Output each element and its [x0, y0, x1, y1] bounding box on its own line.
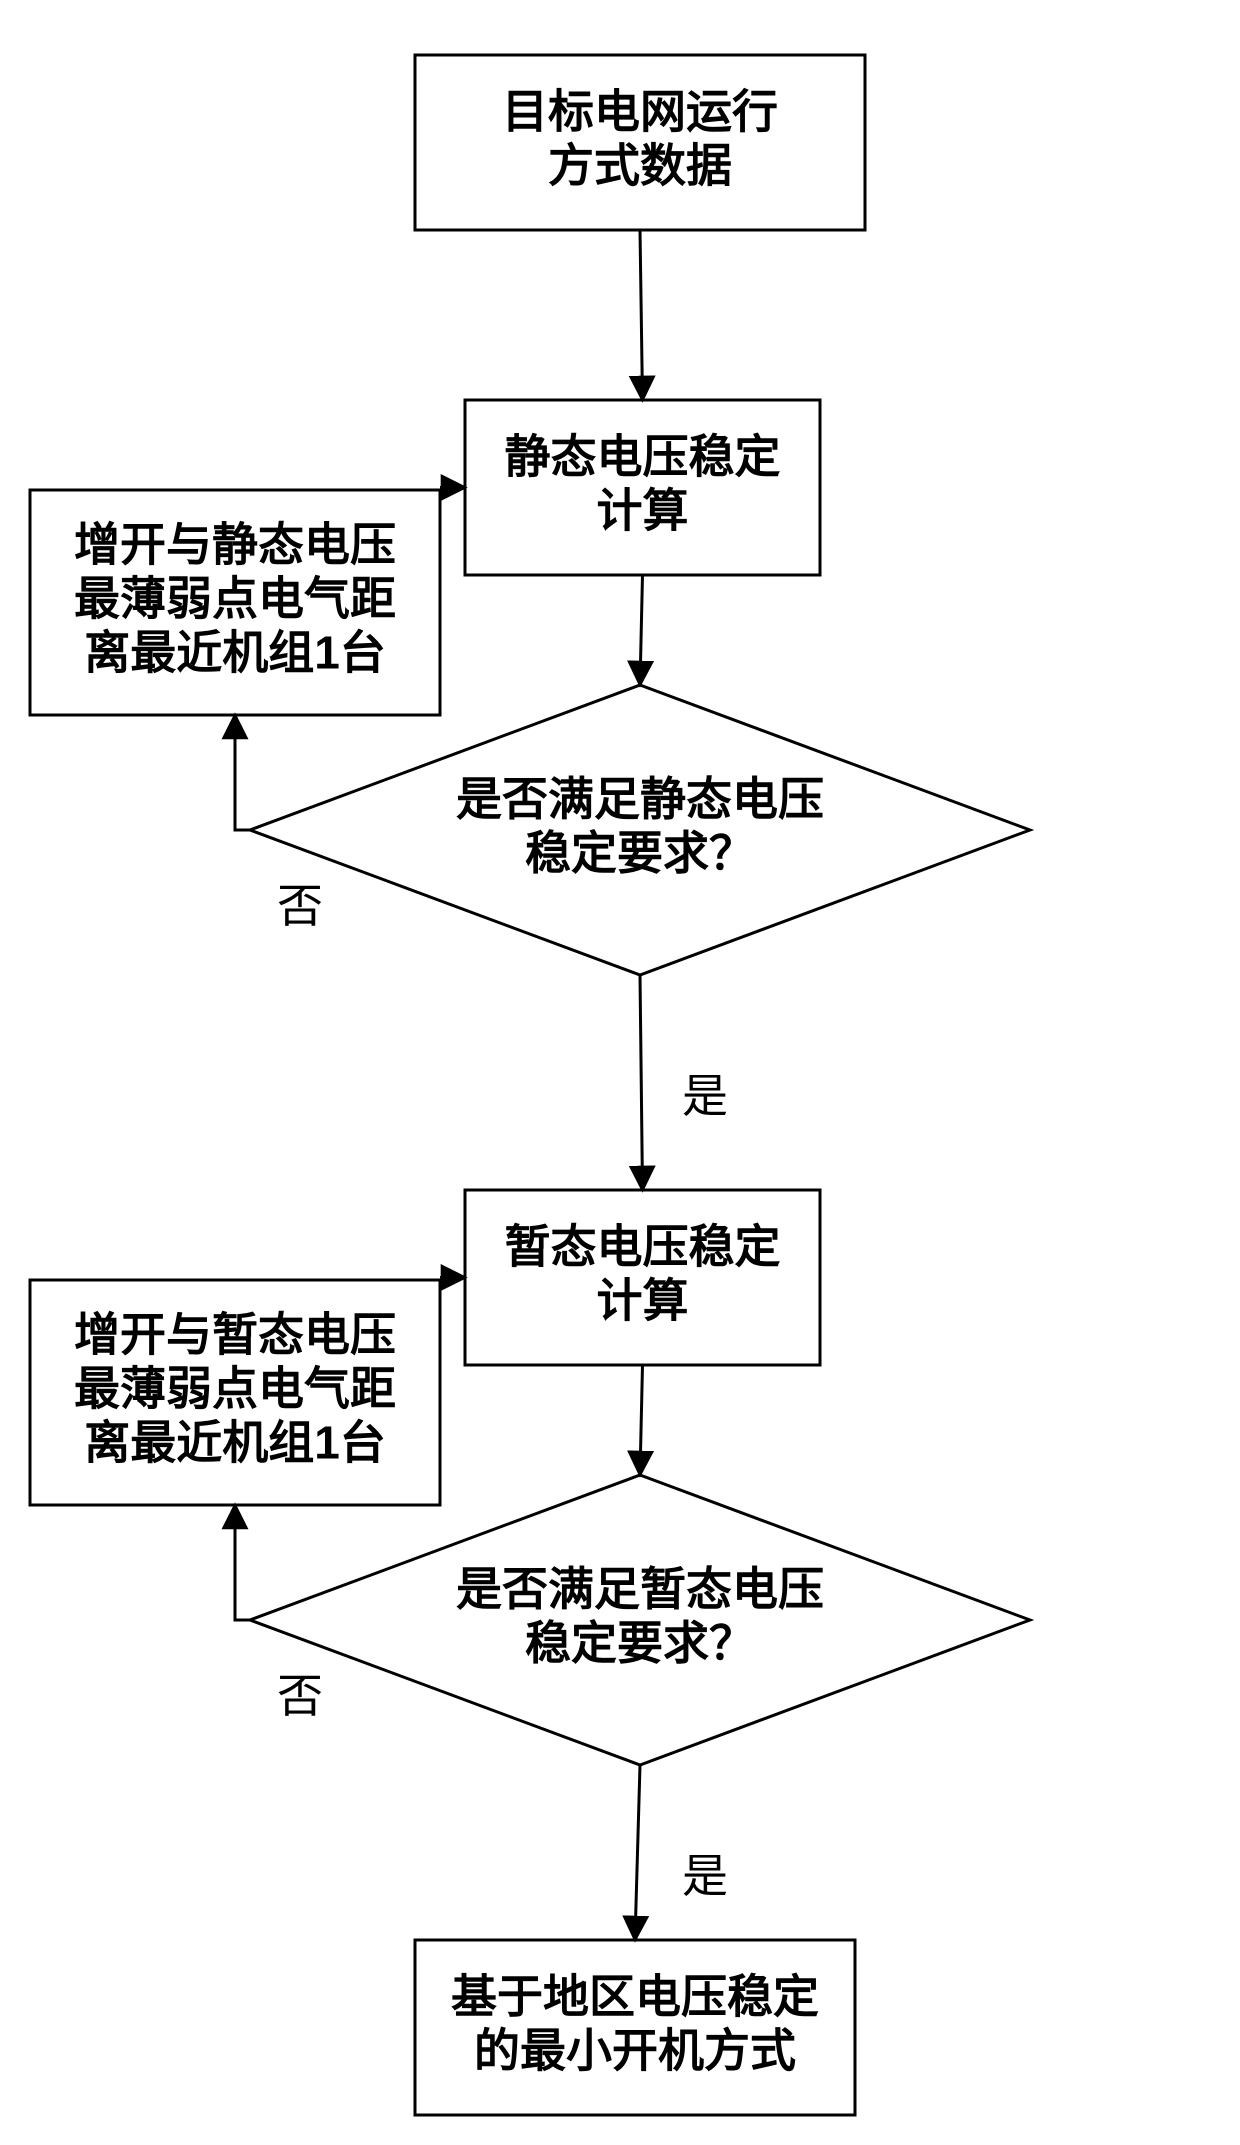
edge-label: 是 — [682, 1070, 728, 1122]
edge — [640, 975, 643, 1190]
edge — [640, 575, 643, 685]
edge — [235, 715, 250, 830]
edge-label: 是 — [682, 1850, 728, 1902]
edge — [235, 1505, 250, 1620]
node-n4-text-0: 暂态电压稳定 — [505, 1221, 781, 1273]
edge-label: 否 — [277, 880, 323, 932]
node-n6-text-0: 基于地区电压稳定 — [451, 1971, 819, 2023]
edge-label: 否 — [277, 1670, 323, 1722]
edge — [640, 230, 643, 400]
node-n6-text-1: 的最小开机方式 — [474, 2025, 796, 2077]
node-n3-text-0: 增开与静态电压 — [74, 519, 396, 571]
node-n5-text-0: 增开与暂态电压 — [74, 1309, 396, 1361]
node-d1-text-1: 稳定要求？ — [525, 827, 755, 879]
node-n1-text-1: 方式数据 — [548, 140, 732, 192]
node-d2-text-1: 稳定要求？ — [525, 1617, 755, 1669]
node-n2-text-0: 静态电压稳定 — [505, 431, 781, 483]
node-d2-text-0: 是否满足暂态电压 — [456, 1563, 824, 1615]
node-n4-text-1: 计算 — [597, 1275, 689, 1327]
node-n1-text-0: 目标电网运行 — [502, 86, 778, 138]
node-n5-text-2: 离最近机组1台 — [84, 1417, 386, 1469]
node-n5-text-1: 最薄弱点电气距 — [74, 1363, 396, 1415]
node-n3-text-2: 离最近机组1台 — [84, 627, 386, 679]
node-n2-text-1: 计算 — [597, 485, 689, 537]
node-n3-text-1: 最薄弱点电气距 — [74, 573, 396, 625]
edge — [640, 1365, 643, 1475]
edge — [635, 1765, 640, 1940]
node-d1-text-0: 是否满足静态电压 — [456, 773, 824, 825]
